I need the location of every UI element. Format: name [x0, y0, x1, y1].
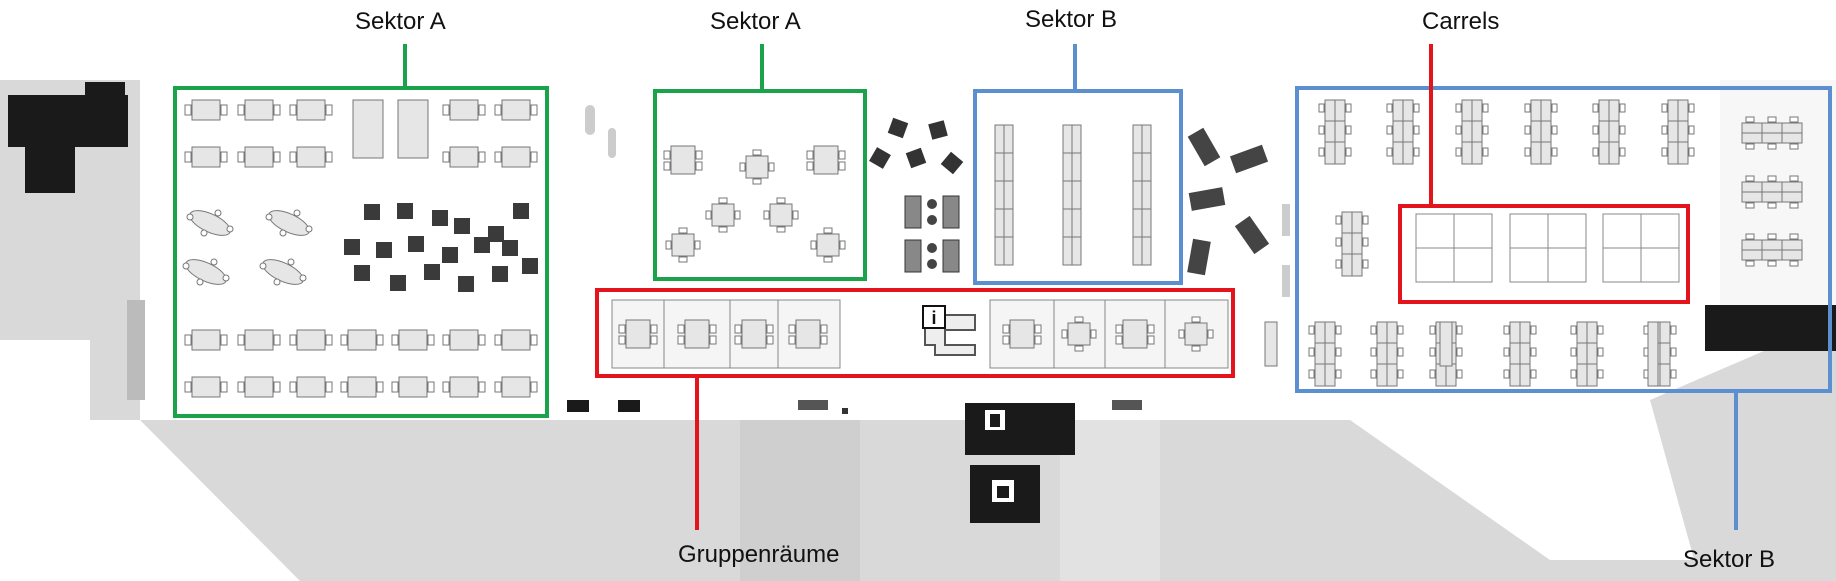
sektor-b-right-furniture [1264, 99, 1803, 387]
label-sektor-b-top: Sektor B [1025, 6, 1118, 33]
elevator-block [965, 403, 1075, 455]
zone-carrels [1398, 204, 1690, 304]
label-sektor-a-mid: Sektor A [710, 8, 801, 35]
zone-sektor-b-right [1295, 86, 1832, 393]
info-glyph: i [931, 308, 936, 328]
middle-seating [869, 117, 1290, 297]
carrels-furniture [1415, 213, 1680, 283]
label-gruppenraeume: Gruppenräume [678, 541, 840, 568]
label-sektor-b-bottom: Sektor B [1683, 546, 1776, 573]
label-carrels: Carrels [1422, 8, 1500, 35]
info-icon: i [922, 305, 946, 329]
group-rooms [611, 299, 1229, 369]
elevator-icon [985, 410, 1005, 430]
sektor-a-mid-furniture [585, 105, 846, 263]
sektor-b-mid-furniture [994, 124, 1152, 266]
zone-sektor-a-left [173, 86, 549, 418]
sektor-a-left-furniture [181, 99, 538, 398]
zone-sektor-b-mid [973, 89, 1183, 285]
label-sektor-a-left: Sektor A [355, 8, 446, 35]
zone-gruppenraeume [595, 288, 1235, 378]
stairs-icon [992, 480, 1014, 502]
wall-blocks [8, 82, 1836, 414]
